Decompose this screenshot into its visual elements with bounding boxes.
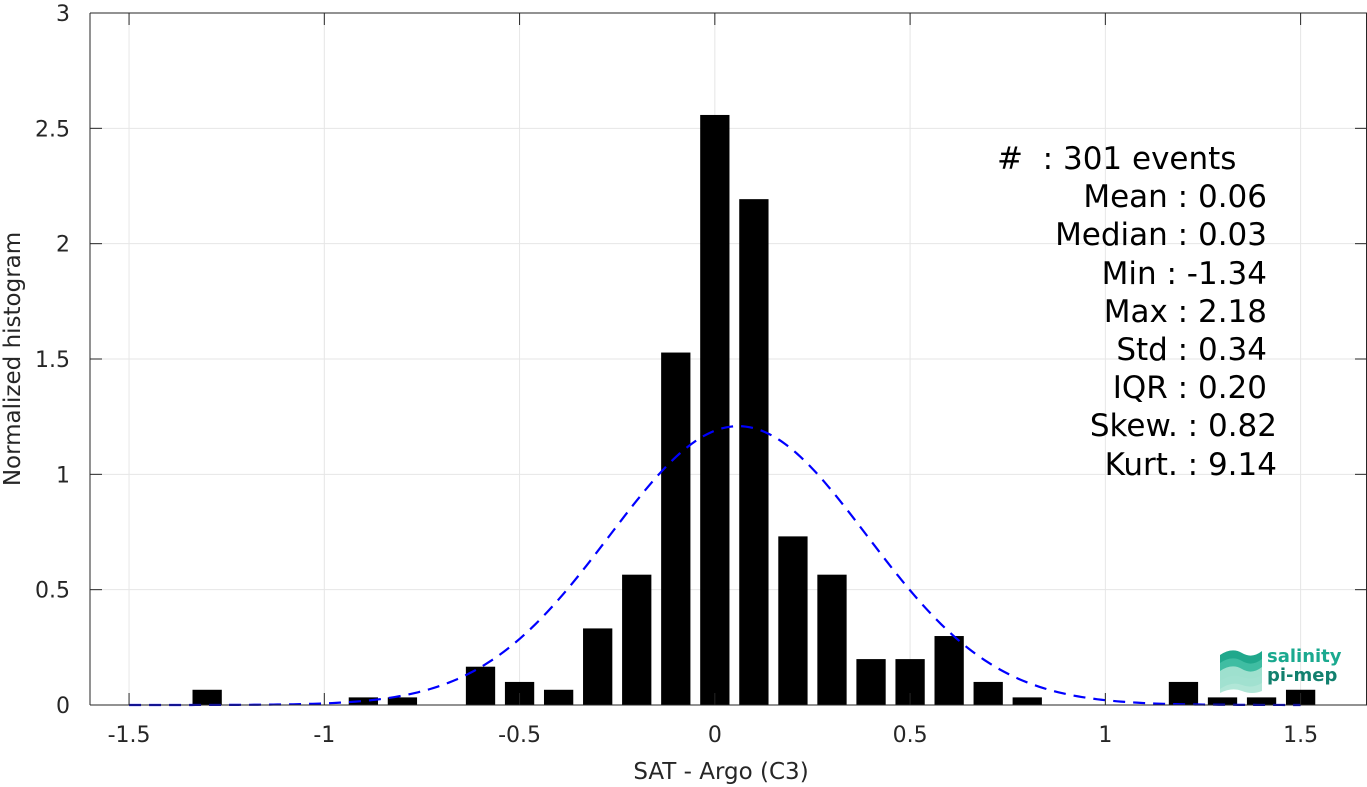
histogram-bar	[700, 114, 730, 706]
histogram-bar	[1246, 697, 1277, 705]
stat-std: Std : 0.34	[1116, 332, 1267, 369]
x-tick-label: 1	[1098, 723, 1112, 748]
histogram-bar	[778, 536, 808, 705]
histogram-bar	[817, 574, 847, 705]
y-tick-label: 2	[56, 233, 70, 258]
histogram-bar	[973, 681, 1003, 705]
histogram-bar	[1168, 681, 1199, 705]
histogram-bar	[661, 352, 691, 705]
x-axis-label: SAT - Argo (C3)	[633, 759, 808, 785]
stat-min: Min : -1.34	[1101, 255, 1267, 292]
stat-events: # : 301 events	[997, 141, 1237, 177]
histogram-bar	[739, 199, 769, 705]
statistics-box: # : 301 events Mean : 0.06 Median : 0.03…	[997, 140, 1277, 484]
stat-kurt: Kurt. : 9.14	[1104, 446, 1277, 483]
logo-line1: salinity	[1267, 646, 1342, 667]
histogram-bars	[192, 114, 1316, 706]
histogram-bar	[192, 689, 222, 705]
logo-text: salinity pi-mep	[1267, 647, 1342, 685]
stat-max: Max : 2.18	[1103, 293, 1267, 330]
x-tick-label: -1	[313, 723, 335, 748]
histogram-bar	[856, 659, 886, 705]
histogram-bar	[583, 628, 613, 705]
histogram-bar	[1012, 697, 1042, 705]
y-tick-label: 3	[56, 2, 70, 27]
y-tick-label: 0.5	[35, 579, 70, 604]
histogram-bar	[622, 574, 652, 705]
x-tick-label: 0	[708, 723, 722, 748]
logo-line2: pi-mep	[1267, 665, 1338, 686]
x-tick-label: -0.5	[498, 723, 541, 748]
histogram-bar	[1207, 697, 1238, 705]
stat-skew: Skew. : 0.82	[1089, 408, 1277, 445]
stat-median: Median : 0.03	[1055, 217, 1267, 254]
y-tick-label: 2.5	[35, 117, 70, 142]
salinity-pimep-logo: salinity pi-mep	[1218, 645, 1348, 695]
histogram-bar	[934, 636, 964, 705]
tick-labels: -1.5 -1 -0.5 0 0.5 1 1.5 0 0.5 1 1.5 2 2.5 3	[35, 2, 1318, 748]
y-axis-label: Normalized histogram	[0, 232, 26, 486]
wave-logo-icon	[1220, 650, 1262, 693]
stat-iqr: IQR : 0.20	[1112, 370, 1267, 407]
x-tick-label: 0.5	[893, 723, 928, 748]
histogram-bar	[543, 689, 574, 705]
histogram-bar	[387, 697, 418, 705]
x-tick-label: 1.5	[1283, 723, 1318, 748]
histogram-bar	[348, 697, 379, 705]
y-tick-label: 1.5	[35, 348, 70, 373]
y-tick-label: 1	[56, 463, 70, 488]
stat-mean: Mean : 0.06	[1083, 179, 1267, 216]
y-tick-label: 0	[56, 694, 70, 719]
x-tick-label: -1.5	[108, 723, 151, 748]
